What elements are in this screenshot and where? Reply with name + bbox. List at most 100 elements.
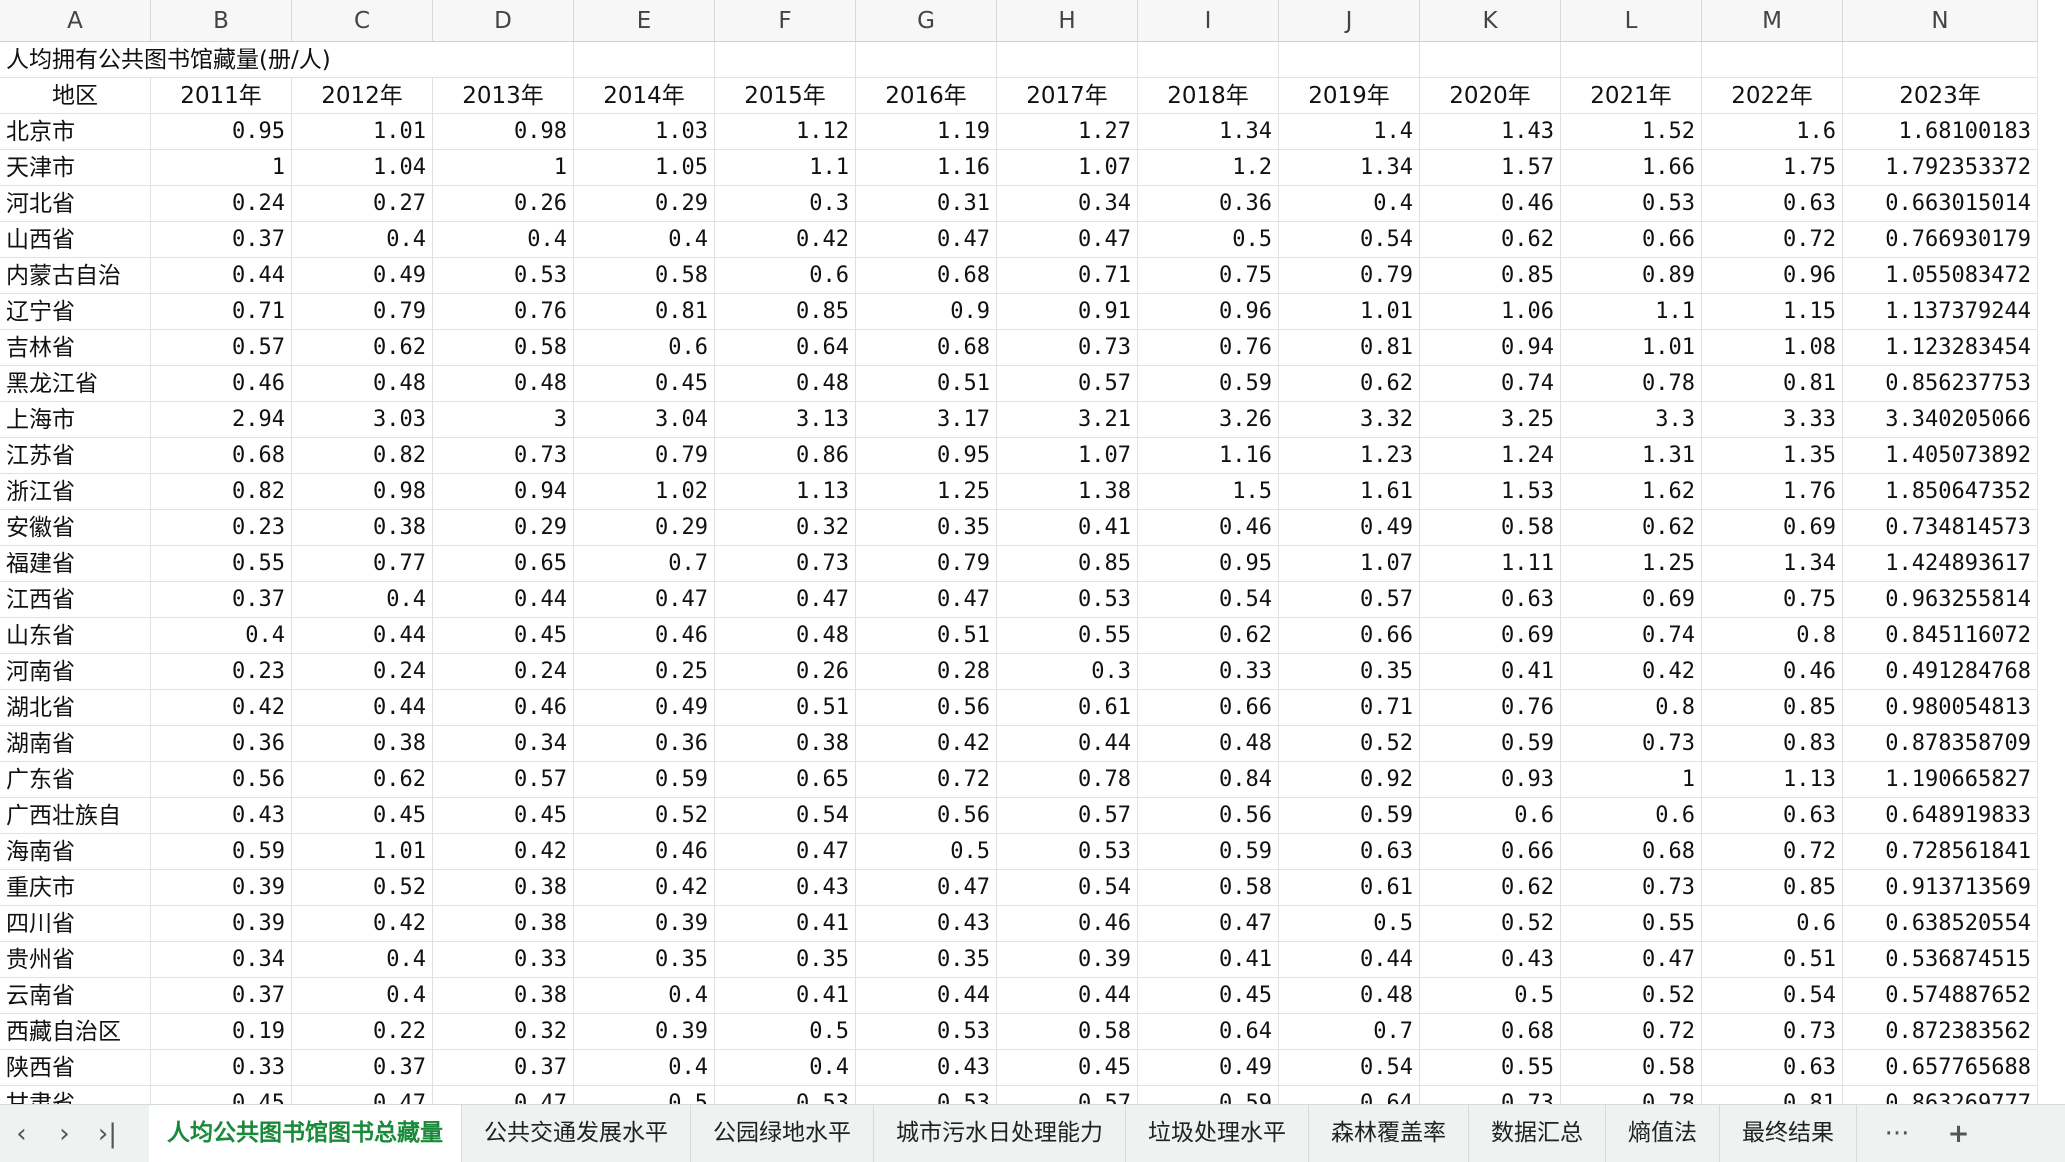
value-cell: 0.7: [1279, 1014, 1420, 1050]
column-header: I: [1138, 0, 1279, 42]
value-cell: 0.85: [997, 546, 1138, 582]
sheet-tab[interactable]: 城市污水日处理能力: [874, 1105, 1126, 1162]
empty-cell: [1702, 42, 1843, 78]
value-cell: 0.49: [292, 258, 433, 294]
sheet-tab[interactable]: 公共交通发展水平: [462, 1105, 691, 1162]
last-sheet-button[interactable]: ›|: [97, 1118, 118, 1149]
value-cell: 0.46: [574, 834, 715, 870]
region-cell: 湖北省: [0, 690, 151, 726]
value-cell: 0.36: [1138, 186, 1279, 222]
value-cell: 0.85: [1702, 690, 1843, 726]
sheet-tab[interactable]: 数据汇总: [1469, 1105, 1606, 1162]
value-cell: 0.4: [292, 978, 433, 1014]
value-cell: 1.24: [1420, 438, 1561, 474]
value-cell: 0.5: [574, 1086, 715, 1104]
value-cell: 1.01: [292, 834, 433, 870]
value-cell: 0.35: [1279, 654, 1420, 690]
value-cell: 0.55: [1420, 1050, 1561, 1086]
region-cell: 安徽省: [0, 510, 151, 546]
value-cell: 0.44: [1279, 942, 1420, 978]
value-cell: 0.62: [1420, 870, 1561, 906]
value-cell: 3.21: [997, 402, 1138, 438]
header-cell: 2022年: [1702, 78, 1843, 114]
value-cell: 0.78: [997, 762, 1138, 798]
value-cell: 0.39: [151, 870, 292, 906]
value-cell: 0.62: [1279, 366, 1420, 402]
value-cell: 0.42: [1561, 654, 1702, 690]
column-header: A: [0, 0, 151, 42]
value-cell: 1.2: [1138, 150, 1279, 186]
value-cell: 1.25: [856, 474, 997, 510]
column-header: L: [1561, 0, 1702, 42]
value-cell: 1.11: [1420, 546, 1561, 582]
value-cell: 0.47: [856, 870, 997, 906]
value-cell: 0.65: [715, 762, 856, 798]
value-cell: 1.01: [1561, 330, 1702, 366]
more-sheets-button[interactable]: ···: [1884, 1118, 1910, 1149]
value-cell: 0.44: [292, 690, 433, 726]
value-cell: 0.37: [151, 978, 292, 1014]
value-cell: 0.43: [1420, 942, 1561, 978]
column-header: H: [997, 0, 1138, 42]
value-cell: 0.69: [1420, 618, 1561, 654]
value-cell: 0.872383562: [1843, 1014, 2038, 1050]
region-cell: 江西省: [0, 582, 151, 618]
value-cell: 0.24: [292, 654, 433, 690]
value-cell: 0.66: [1420, 834, 1561, 870]
sheet-tab[interactable]: 最终结果: [1720, 1105, 1857, 1162]
sheet-tab[interactable]: 垃圾处理水平: [1126, 1105, 1309, 1162]
value-cell: 0.8: [1561, 690, 1702, 726]
value-cell: 0.4: [292, 582, 433, 618]
value-cell: 1.57: [1420, 150, 1561, 186]
value-cell: 0.657765688: [1843, 1050, 2038, 1086]
value-cell: 0.57: [997, 366, 1138, 402]
region-cell: 四川省: [0, 906, 151, 942]
value-cell: 1.16: [1138, 438, 1279, 474]
next-sheet-button[interactable]: ›: [59, 1118, 70, 1149]
value-cell: 0.36: [151, 726, 292, 762]
region-cell: 湖南省: [0, 726, 151, 762]
value-cell: 0.55: [997, 618, 1138, 654]
value-cell: 0.648919833: [1843, 798, 2038, 834]
value-cell: 0.51: [715, 690, 856, 726]
region-cell: 重庆市: [0, 870, 151, 906]
sheet-tab[interactable]: 人均公共图书馆图书总藏量: [149, 1105, 462, 1162]
value-cell: 0.33: [151, 1050, 292, 1086]
sheet-tab[interactable]: 公园绿地水平: [691, 1105, 874, 1162]
value-cell: 1.03: [574, 114, 715, 150]
prev-sheet-button[interactable]: ‹: [16, 1118, 27, 1149]
value-cell: 0.81: [1702, 1086, 1843, 1104]
add-sheet-button[interactable]: +: [1947, 1118, 1970, 1149]
value-cell: 0.32: [433, 1014, 574, 1050]
value-cell: 0.92: [1279, 762, 1420, 798]
value-cell: 1.07: [997, 438, 1138, 474]
value-cell: 0.913713569: [1843, 870, 2038, 906]
value-cell: 0.89: [1561, 258, 1702, 294]
value-cell: 1.4: [1279, 114, 1420, 150]
value-cell: 0.66: [1138, 690, 1279, 726]
value-cell: 1.27: [997, 114, 1138, 150]
value-cell: 0.58: [433, 330, 574, 366]
value-cell: 0.71: [1279, 690, 1420, 726]
value-cell: 0.58: [574, 258, 715, 294]
value-cell: 0.68: [1420, 1014, 1561, 1050]
value-cell: 0.37: [151, 222, 292, 258]
value-cell: 3.33: [1702, 402, 1843, 438]
header-cell: 2021年: [1561, 78, 1702, 114]
value-cell: 0.78: [1561, 366, 1702, 402]
value-cell: 1.35: [1702, 438, 1843, 474]
sheet-tab[interactable]: 森林覆盖率: [1309, 1105, 1469, 1162]
value-cell: 0.54: [997, 870, 1138, 906]
value-cell: 3.13: [715, 402, 856, 438]
header-cell: 2013年: [433, 78, 574, 114]
value-cell: 3.04: [574, 402, 715, 438]
value-cell: 0.98: [292, 474, 433, 510]
column-header: N: [1843, 0, 2038, 42]
value-cell: 1.76: [1702, 474, 1843, 510]
value-cell: 0.62: [1561, 510, 1702, 546]
sheet-tab[interactable]: 熵值法: [1606, 1105, 1720, 1162]
value-cell: 0.53: [856, 1086, 997, 1104]
value-cell: 0.48: [715, 618, 856, 654]
value-cell: 0.38: [433, 870, 574, 906]
empty-cell: [574, 42, 715, 78]
